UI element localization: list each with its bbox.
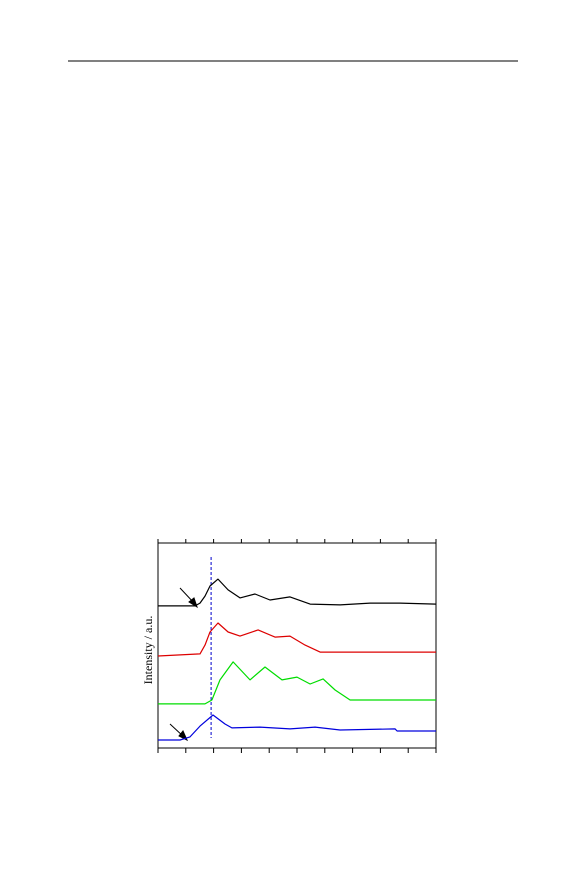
series-line (158, 578, 437, 607)
series-line (157, 622, 436, 657)
series-line (158, 714, 436, 741)
arrow-head (188, 597, 198, 609)
arrows (169, 587, 198, 742)
arrow-head (178, 730, 189, 742)
y-axis-label: Intensity / a.u. (141, 616, 155, 685)
series-line (158, 661, 436, 705)
plot-frame (157, 542, 437, 749)
